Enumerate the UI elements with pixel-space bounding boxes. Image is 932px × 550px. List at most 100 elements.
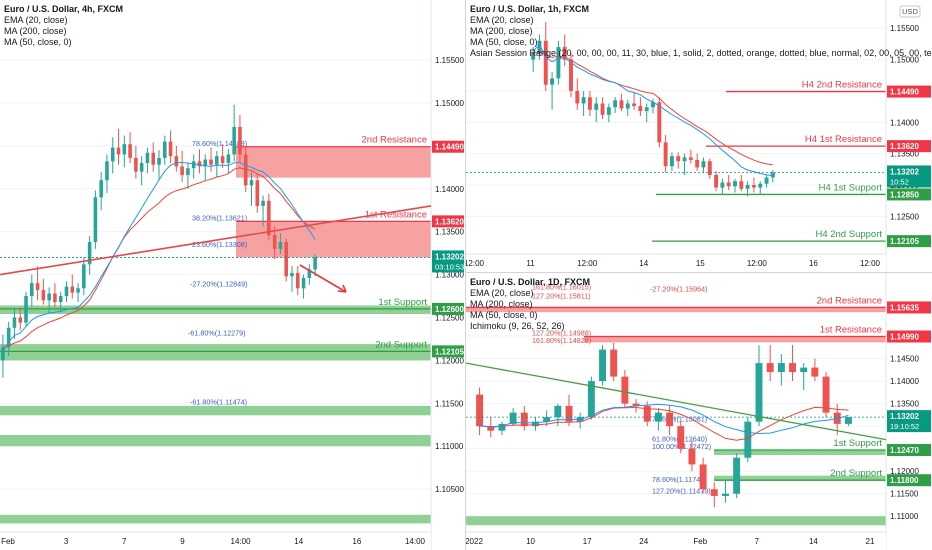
candle[interactable] — [249, 180, 254, 186]
candle[interactable] — [272, 235, 277, 249]
candle[interactable] — [180, 166, 184, 176]
chart-canvas-4h[interactable]: 2nd Resistance 1st Resistance 1st Support 2… — [0, 0, 465, 550]
candle[interactable] — [594, 103, 599, 110]
candle[interactable] — [87, 241, 92, 265]
indicator-session[interactable]: Asian Session Range (20, 00, 00, 00, 11,… — [470, 48, 932, 58]
chart-canvas-1d[interactable]: 2nd Resistance 1st Resistance 1st Support 2… — [466, 273, 932, 550]
candle[interactable] — [295, 272, 300, 289]
indicator-ma50[interactable]: MA (50, close, 0) — [470, 37, 538, 47]
candle[interactable] — [537, 40, 542, 54]
candle[interactable] — [162, 141, 167, 158]
candle[interactable] — [699, 464, 707, 490]
candle[interactable] — [58, 296, 63, 303]
support-zone[interactable] — [0, 514, 431, 524]
candle[interactable] — [232, 126, 236, 155]
candle[interactable] — [487, 426, 495, 431]
candle[interactable] — [550, 78, 555, 85]
panel-divider[interactable] — [466, 272, 932, 273]
currency-box[interactable] — [899, 5, 921, 18]
candle[interactable] — [543, 417, 551, 422]
candle[interactable] — [644, 107, 649, 112]
support-zone[interactable] — [466, 516, 886, 526]
candle[interactable] — [267, 200, 271, 236]
candle[interactable] — [278, 241, 283, 249]
resistance-zone[interactable] — [466, 307, 886, 313]
ma50-line[interactable] — [2, 161, 316, 353]
candle[interactable] — [720, 182, 725, 188]
price-tag[interactable] — [887, 188, 931, 201]
last-price-tag[interactable] — [887, 410, 931, 433]
candle[interactable] — [789, 363, 796, 373]
candle[interactable] — [203, 159, 208, 167]
ma50-line[interactable] — [532, 43, 773, 177]
candle[interactable] — [35, 283, 40, 291]
candle[interactable] — [116, 147, 121, 155]
candle[interactable] — [575, 90, 580, 104]
candle[interactable] — [12, 317, 17, 328]
price-axis[interactable] — [431, 0, 465, 550]
candle[interactable] — [290, 272, 294, 277]
support-zone[interactable] — [0, 435, 431, 447]
candle[interactable] — [47, 293, 51, 301]
candle[interactable] — [621, 376, 629, 404]
price-tag[interactable] — [887, 474, 931, 487]
candle[interactable] — [643, 405, 651, 422]
symbol-title[interactable]: Euro / U.S. Dollar, 4h, FXCM — [4, 4, 124, 14]
candle[interactable] — [520, 412, 528, 427]
support-zone[interactable] — [0, 344, 431, 361]
candle[interactable] — [532, 421, 539, 427]
price-tag[interactable] — [432, 140, 464, 153]
indicator-ma50[interactable]: MA (50, close, 0) — [470, 310, 538, 320]
candle[interactable] — [110, 147, 115, 162]
candle[interactable] — [701, 161, 706, 168]
candle[interactable] — [688, 157, 693, 160]
candle[interactable] — [134, 157, 138, 172]
candle[interactable] — [307, 269, 312, 279]
candle[interactable] — [811, 367, 819, 377]
candle[interactable] — [128, 144, 132, 158]
candle[interactable] — [53, 293, 57, 303]
candle[interactable] — [682, 157, 687, 162]
price-tag[interactable] — [432, 302, 464, 315]
price-tag[interactable] — [432, 215, 464, 228]
candle[interactable] — [739, 181, 744, 189]
support-zone[interactable] — [714, 475, 886, 481]
candle[interactable] — [751, 185, 756, 188]
indicator-ichimoku[interactable]: Ichimoku (9, 26, 52, 26) — [470, 321, 565, 331]
candle[interactable] — [844, 417, 852, 424]
chart-canvas-1h[interactable]: H4 2nd Resistance H4 1st Resistance H4 1st… — [466, 0, 932, 272]
price-axis[interactable] — [886, 0, 932, 272]
indicator-ema[interactable]: EMA (20, close) — [470, 15, 534, 25]
chart-panel-1h[interactable]: H4 2nd Resistance H4 1st Resistance H4 1st… — [466, 0, 932, 272]
trendline[interactable] — [0, 205, 432, 276]
forecast-arrow[interactable] — [299, 264, 347, 293]
candle[interactable] — [606, 107, 611, 115]
candle[interactable] — [215, 156, 219, 165]
candle[interactable] — [99, 180, 103, 198]
support-zone[interactable] — [0, 305, 431, 315]
candle[interactable] — [733, 181, 737, 187]
candle[interactable] — [82, 264, 86, 289]
candle[interactable] — [587, 97, 592, 110]
chart-panel-1d[interactable]: 2nd Resistance 1st Resistance 1st Support 2… — [466, 273, 932, 550]
candle[interactable] — [1, 347, 5, 361]
candle[interactable] — [766, 363, 774, 373]
candle[interactable] — [677, 426, 685, 449]
candle[interactable] — [619, 100, 624, 109]
candle[interactable] — [261, 200, 265, 206]
candle[interactable] — [562, 47, 567, 60]
candle[interactable] — [755, 363, 763, 422]
candle[interactable] — [93, 197, 98, 242]
time-axis[interactable] — [0, 532, 431, 550]
candle[interactable] — [122, 144, 127, 155]
candle[interactable] — [498, 423, 506, 431]
ema-line[interactable] — [533, 51, 773, 166]
candle[interactable] — [600, 103, 605, 115]
candle[interactable] — [565, 405, 573, 422]
candle[interactable] — [569, 59, 573, 91]
support-zone[interactable] — [714, 450, 886, 455]
candle[interactable] — [197, 161, 202, 167]
candle[interactable] — [157, 157, 161, 165]
panel-divider[interactable] — [465, 0, 466, 550]
price-tag[interactable] — [887, 301, 931, 314]
